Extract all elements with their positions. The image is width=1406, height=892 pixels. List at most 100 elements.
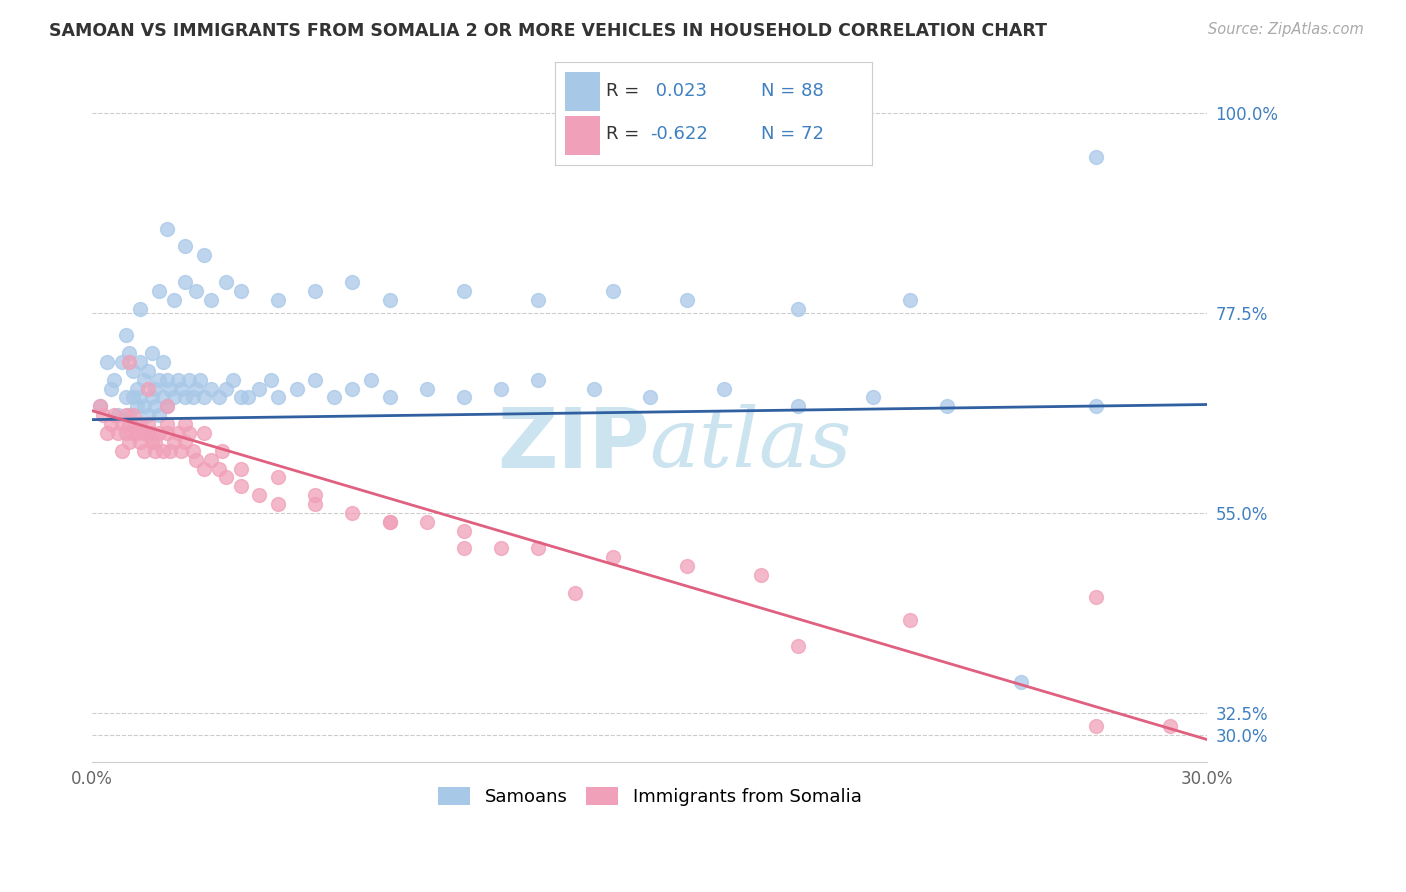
Point bbox=[155, 425, 177, 440]
Point bbox=[163, 434, 186, 449]
Point bbox=[136, 364, 159, 378]
Point bbox=[134, 443, 156, 458]
Point bbox=[100, 417, 122, 431]
Point bbox=[155, 373, 177, 387]
Point bbox=[118, 355, 141, 369]
Point bbox=[193, 461, 215, 475]
Point bbox=[141, 346, 163, 360]
Point bbox=[103, 408, 125, 422]
Point bbox=[170, 443, 193, 458]
Point bbox=[360, 373, 382, 387]
Point bbox=[174, 275, 197, 289]
Point bbox=[936, 399, 959, 413]
Point bbox=[1084, 151, 1107, 165]
Point bbox=[193, 425, 215, 440]
Point bbox=[177, 425, 200, 440]
Point bbox=[787, 639, 810, 653]
Point bbox=[200, 382, 222, 396]
Point bbox=[107, 408, 129, 422]
Point bbox=[125, 382, 148, 396]
Text: 0.023: 0.023 bbox=[650, 82, 707, 100]
Point bbox=[91, 408, 114, 422]
Point bbox=[159, 443, 181, 458]
Point bbox=[143, 443, 166, 458]
Point bbox=[193, 391, 215, 405]
Text: N = 72: N = 72 bbox=[761, 125, 824, 144]
Point bbox=[129, 391, 152, 405]
Point bbox=[148, 284, 170, 298]
Point bbox=[527, 541, 550, 556]
Point bbox=[342, 275, 364, 289]
Point bbox=[122, 425, 145, 440]
Point bbox=[749, 568, 772, 582]
Point bbox=[134, 399, 156, 413]
Point bbox=[304, 488, 326, 502]
Point bbox=[1084, 399, 1107, 413]
Point bbox=[207, 461, 229, 475]
Point bbox=[267, 470, 290, 484]
Point bbox=[787, 399, 810, 413]
Point bbox=[148, 408, 170, 422]
Point bbox=[125, 399, 148, 413]
Point bbox=[166, 425, 188, 440]
Point bbox=[125, 417, 148, 431]
Point bbox=[174, 239, 197, 253]
Text: N = 88: N = 88 bbox=[761, 82, 824, 100]
Bar bbox=[565, 71, 599, 111]
Point bbox=[229, 461, 252, 475]
Point bbox=[152, 443, 174, 458]
Point bbox=[285, 382, 308, 396]
Point bbox=[527, 293, 550, 307]
Point bbox=[114, 425, 136, 440]
Point bbox=[222, 373, 245, 387]
Point bbox=[181, 443, 204, 458]
Point bbox=[134, 373, 156, 387]
Point bbox=[1010, 674, 1032, 689]
Point bbox=[163, 293, 186, 307]
Point bbox=[89, 399, 111, 413]
Point bbox=[564, 586, 586, 600]
Point bbox=[238, 391, 260, 405]
Point bbox=[114, 408, 136, 422]
Point bbox=[215, 470, 238, 484]
Point bbox=[415, 515, 437, 529]
Point bbox=[215, 382, 238, 396]
Point bbox=[143, 399, 166, 413]
Text: -0.622: -0.622 bbox=[650, 125, 709, 144]
Point bbox=[141, 434, 163, 449]
Point bbox=[676, 293, 699, 307]
Legend: Samoans, Immigrants from Somalia: Samoans, Immigrants from Somalia bbox=[430, 780, 869, 814]
Point bbox=[136, 408, 159, 422]
Point bbox=[453, 284, 475, 298]
Point bbox=[304, 497, 326, 511]
Text: atlas: atlas bbox=[650, 404, 852, 484]
Point bbox=[215, 275, 238, 289]
Point bbox=[453, 391, 475, 405]
Point bbox=[453, 541, 475, 556]
Point bbox=[1084, 591, 1107, 605]
Point bbox=[155, 399, 177, 413]
Point bbox=[111, 417, 134, 431]
Point bbox=[898, 293, 921, 307]
Text: R =: R = bbox=[606, 82, 645, 100]
Point bbox=[152, 391, 174, 405]
Point bbox=[259, 373, 281, 387]
Point bbox=[174, 434, 197, 449]
Point bbox=[163, 391, 186, 405]
Point bbox=[152, 355, 174, 369]
Point bbox=[713, 382, 735, 396]
Point bbox=[249, 382, 271, 396]
Point bbox=[155, 417, 177, 431]
Point bbox=[1159, 719, 1181, 733]
Point bbox=[207, 391, 229, 405]
Point bbox=[96, 425, 118, 440]
Point bbox=[155, 221, 177, 235]
Text: ZIP: ZIP bbox=[498, 404, 650, 485]
Point bbox=[267, 293, 290, 307]
Point bbox=[229, 391, 252, 405]
Point bbox=[267, 497, 290, 511]
Point bbox=[186, 382, 208, 396]
Point bbox=[453, 524, 475, 538]
Point bbox=[489, 541, 512, 556]
Point bbox=[249, 488, 271, 502]
